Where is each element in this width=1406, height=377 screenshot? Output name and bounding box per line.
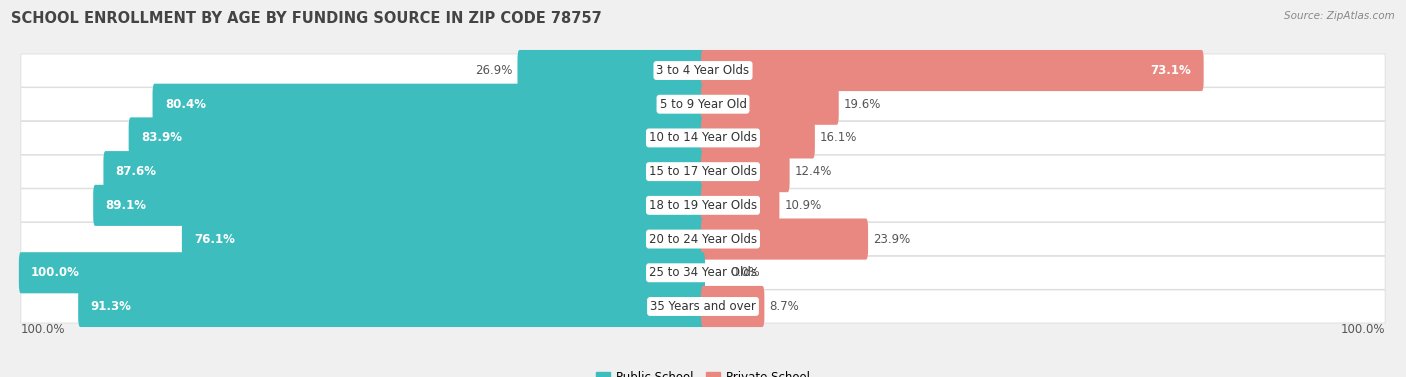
FancyBboxPatch shape	[181, 219, 704, 260]
Text: 26.9%: 26.9%	[475, 64, 513, 77]
Text: 12.4%: 12.4%	[794, 165, 832, 178]
FancyBboxPatch shape	[702, 117, 815, 158]
Text: SCHOOL ENROLLMENT BY AGE BY FUNDING SOURCE IN ZIP CODE 78757: SCHOOL ENROLLMENT BY AGE BY FUNDING SOUR…	[11, 11, 602, 26]
Text: 73.1%: 73.1%	[1150, 64, 1191, 77]
FancyBboxPatch shape	[21, 256, 1385, 289]
Text: 18 to 19 Year Olds: 18 to 19 Year Olds	[650, 199, 756, 212]
Text: 16.1%: 16.1%	[820, 132, 858, 144]
Text: 100.0%: 100.0%	[1340, 323, 1385, 336]
FancyBboxPatch shape	[152, 84, 704, 125]
FancyBboxPatch shape	[517, 50, 704, 91]
FancyBboxPatch shape	[21, 88, 1385, 121]
Text: 3 to 4 Year Olds: 3 to 4 Year Olds	[657, 64, 749, 77]
FancyBboxPatch shape	[21, 290, 1385, 323]
Text: 10 to 14 Year Olds: 10 to 14 Year Olds	[650, 132, 756, 144]
FancyBboxPatch shape	[21, 54, 1385, 87]
Text: 87.6%: 87.6%	[115, 165, 156, 178]
FancyBboxPatch shape	[21, 155, 1385, 188]
FancyBboxPatch shape	[93, 185, 704, 226]
FancyBboxPatch shape	[129, 117, 704, 158]
FancyBboxPatch shape	[21, 222, 1385, 256]
Text: 35 Years and over: 35 Years and over	[650, 300, 756, 313]
FancyBboxPatch shape	[702, 219, 868, 260]
Text: 20 to 24 Year Olds: 20 to 24 Year Olds	[650, 233, 756, 245]
Text: 15 to 17 Year Olds: 15 to 17 Year Olds	[650, 165, 756, 178]
Text: 8.7%: 8.7%	[769, 300, 799, 313]
Text: Source: ZipAtlas.com: Source: ZipAtlas.com	[1284, 11, 1395, 21]
FancyBboxPatch shape	[702, 50, 1204, 91]
FancyBboxPatch shape	[21, 121, 1385, 155]
Text: 91.3%: 91.3%	[90, 300, 131, 313]
Text: 100.0%: 100.0%	[31, 266, 80, 279]
Text: 19.6%: 19.6%	[844, 98, 882, 111]
Text: 80.4%: 80.4%	[165, 98, 205, 111]
Legend: Public School, Private School: Public School, Private School	[592, 366, 814, 377]
FancyBboxPatch shape	[702, 286, 765, 327]
Text: 83.9%: 83.9%	[141, 132, 181, 144]
FancyBboxPatch shape	[79, 286, 704, 327]
Text: 89.1%: 89.1%	[105, 199, 146, 212]
Text: 0.0%: 0.0%	[730, 266, 759, 279]
FancyBboxPatch shape	[702, 185, 779, 226]
FancyBboxPatch shape	[21, 189, 1385, 222]
FancyBboxPatch shape	[18, 252, 704, 293]
FancyBboxPatch shape	[104, 151, 704, 192]
Text: 76.1%: 76.1%	[194, 233, 235, 245]
Text: 10.9%: 10.9%	[785, 199, 821, 212]
FancyBboxPatch shape	[702, 84, 839, 125]
Text: 5 to 9 Year Old: 5 to 9 Year Old	[659, 98, 747, 111]
Text: 23.9%: 23.9%	[873, 233, 910, 245]
FancyBboxPatch shape	[702, 151, 790, 192]
Text: 100.0%: 100.0%	[21, 323, 66, 336]
Text: 25 to 34 Year Olds: 25 to 34 Year Olds	[650, 266, 756, 279]
